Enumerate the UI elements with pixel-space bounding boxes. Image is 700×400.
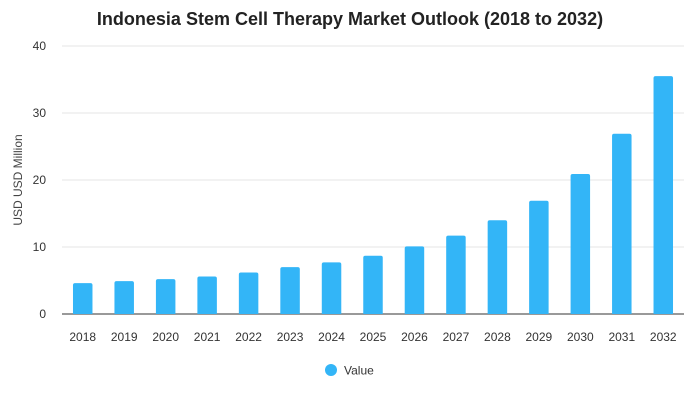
x-tick-label: 2028	[484, 330, 511, 344]
bar-2027[interactable]	[446, 235, 466, 314]
bar-2026[interactable]	[404, 246, 425, 314]
x-tick-label: 2020	[152, 330, 179, 344]
y-axis-label: USD USD Million	[11, 134, 25, 225]
x-tick-label: 2032	[650, 330, 677, 344]
bar-2029[interactable]	[529, 200, 549, 314]
x-axis-ticks: 2018 2019 2020 2021 2022 2023 2024 2025 2026 2027…	[69, 330, 677, 344]
bar-2023[interactable]	[280, 267, 300, 314]
bar-2024[interactable]	[321, 262, 342, 314]
x-tick-label: 2029	[526, 330, 553, 344]
x-tick-label: 2023	[277, 330, 304, 344]
chart-title: Indonesia Stem Cell Therapy Market Outlo…	[97, 9, 603, 29]
y-tick-label: 30	[33, 106, 47, 120]
x-tick-label: 2027	[443, 330, 470, 344]
x-tick-label: 2030	[567, 330, 594, 344]
x-tick-label: 2018	[69, 330, 96, 344]
bars	[72, 76, 674, 315]
x-tick-label: 2021	[194, 330, 221, 344]
legend-label-value: Value	[344, 364, 374, 378]
x-tick-label: 2019	[111, 330, 138, 344]
x-tick-label: 2031	[608, 330, 635, 344]
y-axis-ticks: 0 10 20 30 40	[33, 39, 47, 321]
y-tick-label: 40	[33, 39, 47, 53]
y-tick-label: 0	[39, 307, 46, 321]
bar-2018[interactable]	[72, 283, 93, 314]
bar-2031[interactable]	[612, 133, 632, 314]
x-tick-label: 2025	[360, 330, 387, 344]
bar-2019[interactable]	[114, 281, 134, 314]
bar-2020[interactable]	[155, 279, 176, 314]
x-tick-label: 2026	[401, 330, 428, 344]
bar-2022[interactable]	[238, 272, 259, 314]
bar-2028[interactable]	[487, 220, 508, 314]
bar-2025[interactable]	[363, 255, 383, 314]
y-tick-label: 10	[33, 240, 47, 254]
bar-2032[interactable]	[653, 76, 674, 315]
x-tick-label: 2024	[318, 330, 345, 344]
bar-2030[interactable]	[570, 173, 591, 314]
y-tick-label: 20	[33, 173, 47, 187]
bar-2021[interactable]	[197, 276, 217, 314]
legend-marker	[325, 364, 337, 376]
legend[interactable]: Value	[325, 364, 374, 378]
x-tick-label: 2022	[235, 330, 262, 344]
